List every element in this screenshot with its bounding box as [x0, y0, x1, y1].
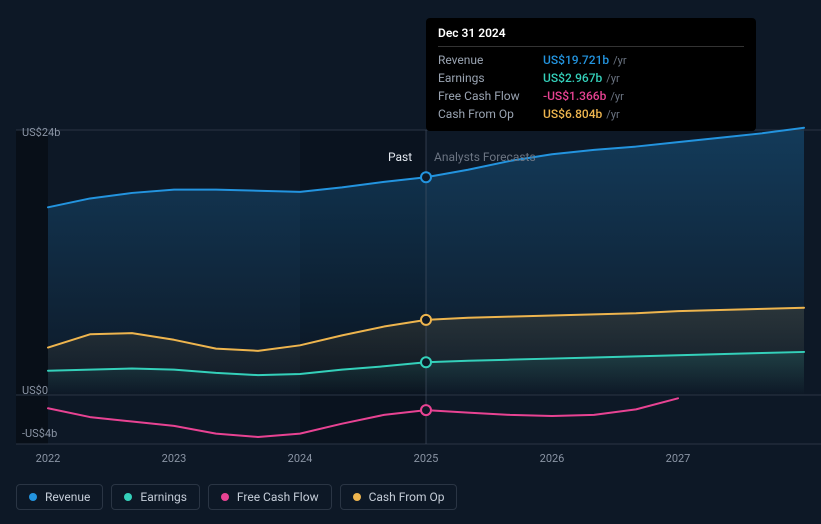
- past-region-label: Past: [388, 150, 412, 164]
- legend-dot-icon: [124, 493, 132, 501]
- legend-dot-icon: [221, 493, 229, 501]
- x-axis-label: 2026: [540, 452, 565, 465]
- legend-label: Free Cash Flow: [237, 490, 319, 504]
- tooltip-metric-unit: /yr: [606, 72, 619, 85]
- legend-label: Earnings: [140, 490, 187, 504]
- legend-item-earnings[interactable]: Earnings: [111, 484, 200, 510]
- tooltip-row: RevenueUS$19.721b/yr: [438, 51, 744, 69]
- legend-item-cash-from-op[interactable]: Cash From Op: [340, 484, 458, 510]
- x-axis-label: 2023: [162, 452, 187, 465]
- financial-chart: US$24b US$0 -US$4b 2022 2023 2024 2025 2026 202…: [0, 0, 821, 524]
- tooltip-metric-unit: /yr: [610, 90, 623, 103]
- tooltip-metric-unit: /yr: [606, 108, 619, 121]
- x-axis-label: 2027: [666, 452, 691, 465]
- chart-tooltip: Dec 31 2024 RevenueUS$19.721b/yrEarnings…: [426, 18, 756, 131]
- tooltip-metric-value: US$6.804b: [543, 107, 602, 121]
- tooltip-row: Cash From OpUS$6.804b/yr: [438, 105, 744, 123]
- legend-label: Cash From Op: [369, 490, 445, 504]
- y-axis-label: -US$4b: [22, 427, 57, 440]
- chart-legend: Revenue Earnings Free Cash Flow Cash From O…: [16, 484, 457, 510]
- tooltip-metric-label: Revenue: [438, 53, 543, 67]
- y-axis-label: US$0: [22, 384, 48, 397]
- tooltip-metric-label: Free Cash Flow: [438, 89, 543, 103]
- forecast-region-label: Analysts Forecasts: [434, 150, 536, 164]
- tooltip-metric-value: US$19.721b: [543, 53, 609, 67]
- tooltip-date: Dec 31 2024: [438, 26, 744, 47]
- legend-label: Revenue: [45, 490, 90, 504]
- tooltip-metric-label: Cash From Op: [438, 107, 543, 121]
- tooltip-metric-value: US$2.967b: [543, 71, 602, 85]
- tooltip-row: EarningsUS$2.967b/yr: [438, 69, 744, 87]
- tooltip-metric-label: Earnings: [438, 71, 543, 85]
- legend-item-free-cash-flow[interactable]: Free Cash Flow: [208, 484, 332, 510]
- y-axis-label: US$24b: [22, 126, 60, 139]
- legend-dot-icon: [353, 493, 361, 501]
- tooltip-metric-unit: /yr: [613, 54, 626, 67]
- tooltip-metric-value: -US$1.366b: [543, 89, 606, 103]
- legend-dot-icon: [29, 493, 37, 501]
- tooltip-row: Free Cash Flow-US$1.366b/yr: [438, 87, 744, 105]
- x-axis-label: 2022: [36, 452, 61, 465]
- x-axis-label: 2025: [414, 452, 439, 465]
- legend-item-revenue[interactable]: Revenue: [16, 484, 103, 510]
- x-axis-label: 2024: [288, 452, 313, 465]
